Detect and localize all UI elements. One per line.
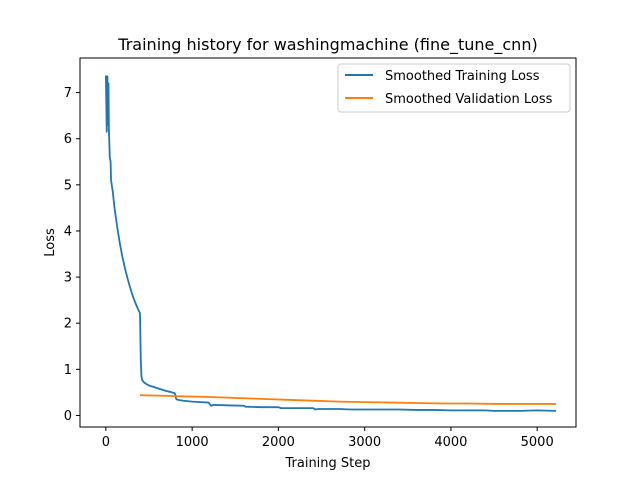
y-axis-label: Loss bbox=[43, 228, 58, 257]
legend-label-validation: Smoothed Validation Loss bbox=[385, 92, 553, 107]
y-tick-label: 5 bbox=[64, 178, 72, 193]
x-tick-label: 4000 bbox=[434, 435, 467, 450]
x-tick-label: 2000 bbox=[262, 435, 295, 450]
y-tick-label: 1 bbox=[64, 363, 72, 378]
y-tick-label: 6 bbox=[64, 132, 72, 147]
legend: Smoothed Training Loss Smoothed Validati… bbox=[337, 63, 571, 113]
legend-frame bbox=[337, 63, 571, 113]
y-tick-label: 0 bbox=[64, 409, 72, 424]
y-tick-label: 7 bbox=[64, 86, 72, 101]
plot-frame bbox=[79, 57, 577, 428]
series-line-training bbox=[104, 75, 557, 412]
legend-label-training: Smoothed Training Loss bbox=[385, 69, 540, 84]
x-tick-label: 5000 bbox=[521, 435, 554, 450]
y-tick-label: 4 bbox=[64, 224, 72, 239]
x-tick-label: 3000 bbox=[348, 435, 381, 450]
series-line-validation bbox=[139, 394, 557, 405]
x-tick-label: 0 bbox=[102, 435, 110, 450]
series-layer bbox=[104, 75, 557, 412]
y-axis-ticks: 0 1 2 3 4 5 6 7 bbox=[64, 86, 80, 424]
x-axis-label: Training Step bbox=[284, 456, 370, 471]
y-tick-label: 3 bbox=[64, 271, 72, 286]
x-tick-label: 1000 bbox=[176, 435, 209, 450]
y-tick-label: 2 bbox=[64, 317, 72, 332]
x-axis-ticks: 0 1000 2000 3000 4000 5000 bbox=[102, 427, 554, 450]
chart-title: Training history for washingmachine (fin… bbox=[117, 35, 537, 55]
